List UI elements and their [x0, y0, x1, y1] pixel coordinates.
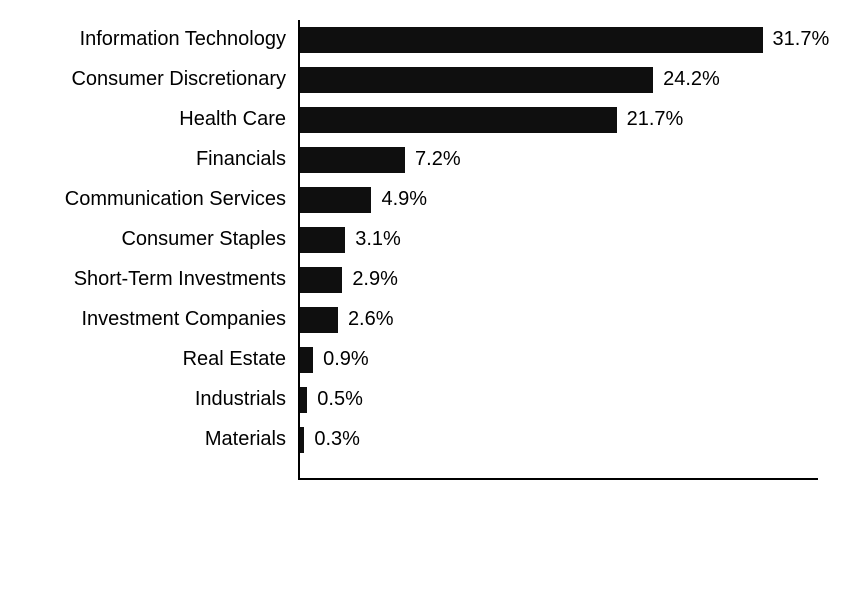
- bar: [300, 107, 617, 133]
- value-label: 0.9%: [323, 348, 369, 371]
- value-label: 7.2%: [415, 148, 461, 171]
- bar: [300, 307, 338, 333]
- bar-row: Information Technology31.7%: [298, 20, 818, 60]
- category-label: Financials: [196, 148, 286, 171]
- bar-row: Industrials0.5%: [298, 380, 818, 420]
- category-label: Consumer Discretionary: [71, 68, 286, 91]
- value-label: 2.9%: [352, 268, 398, 291]
- bar-row: Financials7.2%: [298, 140, 818, 180]
- category-label: Real Estate: [183, 348, 286, 371]
- bar-row: Real Estate0.9%: [298, 340, 818, 380]
- category-label: Communication Services: [65, 188, 286, 211]
- bar: [300, 67, 653, 93]
- x-axis-line: [298, 478, 818, 480]
- bar: [300, 347, 313, 373]
- value-label: 0.3%: [314, 428, 360, 451]
- value-label: 3.1%: [355, 228, 401, 251]
- bar-row: Materials0.3%: [298, 420, 818, 460]
- value-label: 2.6%: [348, 308, 394, 331]
- sector-allocation-bar-chart: Information Technology31.7%Consumer Disc…: [0, 0, 864, 600]
- value-label: 31.7%: [773, 28, 830, 51]
- bar: [300, 387, 307, 413]
- bar: [300, 27, 763, 53]
- category-label: Industrials: [195, 388, 286, 411]
- category-label: Investment Companies: [81, 308, 286, 331]
- category-label: Health Care: [179, 108, 286, 131]
- category-label: Information Technology: [80, 28, 286, 51]
- plot-area: Information Technology31.7%Consumer Disc…: [298, 20, 818, 480]
- bar-row: Consumer Discretionary24.2%: [298, 60, 818, 100]
- bar-row: Investment Companies2.6%: [298, 300, 818, 340]
- bar: [300, 187, 371, 213]
- bar-row: Communication Services4.9%: [298, 180, 818, 220]
- category-label: Materials: [205, 428, 286, 451]
- bar-row: Short-Term Investments2.9%: [298, 260, 818, 300]
- bar: [300, 227, 345, 253]
- category-label: Consumer Staples: [121, 228, 286, 251]
- bar: [300, 427, 304, 453]
- value-label: 0.5%: [317, 388, 363, 411]
- category-label: Short-Term Investments: [74, 268, 286, 291]
- value-label: 21.7%: [627, 108, 684, 131]
- bar-row: Consumer Staples3.1%: [298, 220, 818, 260]
- bar-row: Health Care21.7%: [298, 100, 818, 140]
- value-label: 4.9%: [381, 188, 427, 211]
- value-label: 24.2%: [663, 68, 720, 91]
- bar: [300, 147, 405, 173]
- bar: [300, 267, 342, 293]
